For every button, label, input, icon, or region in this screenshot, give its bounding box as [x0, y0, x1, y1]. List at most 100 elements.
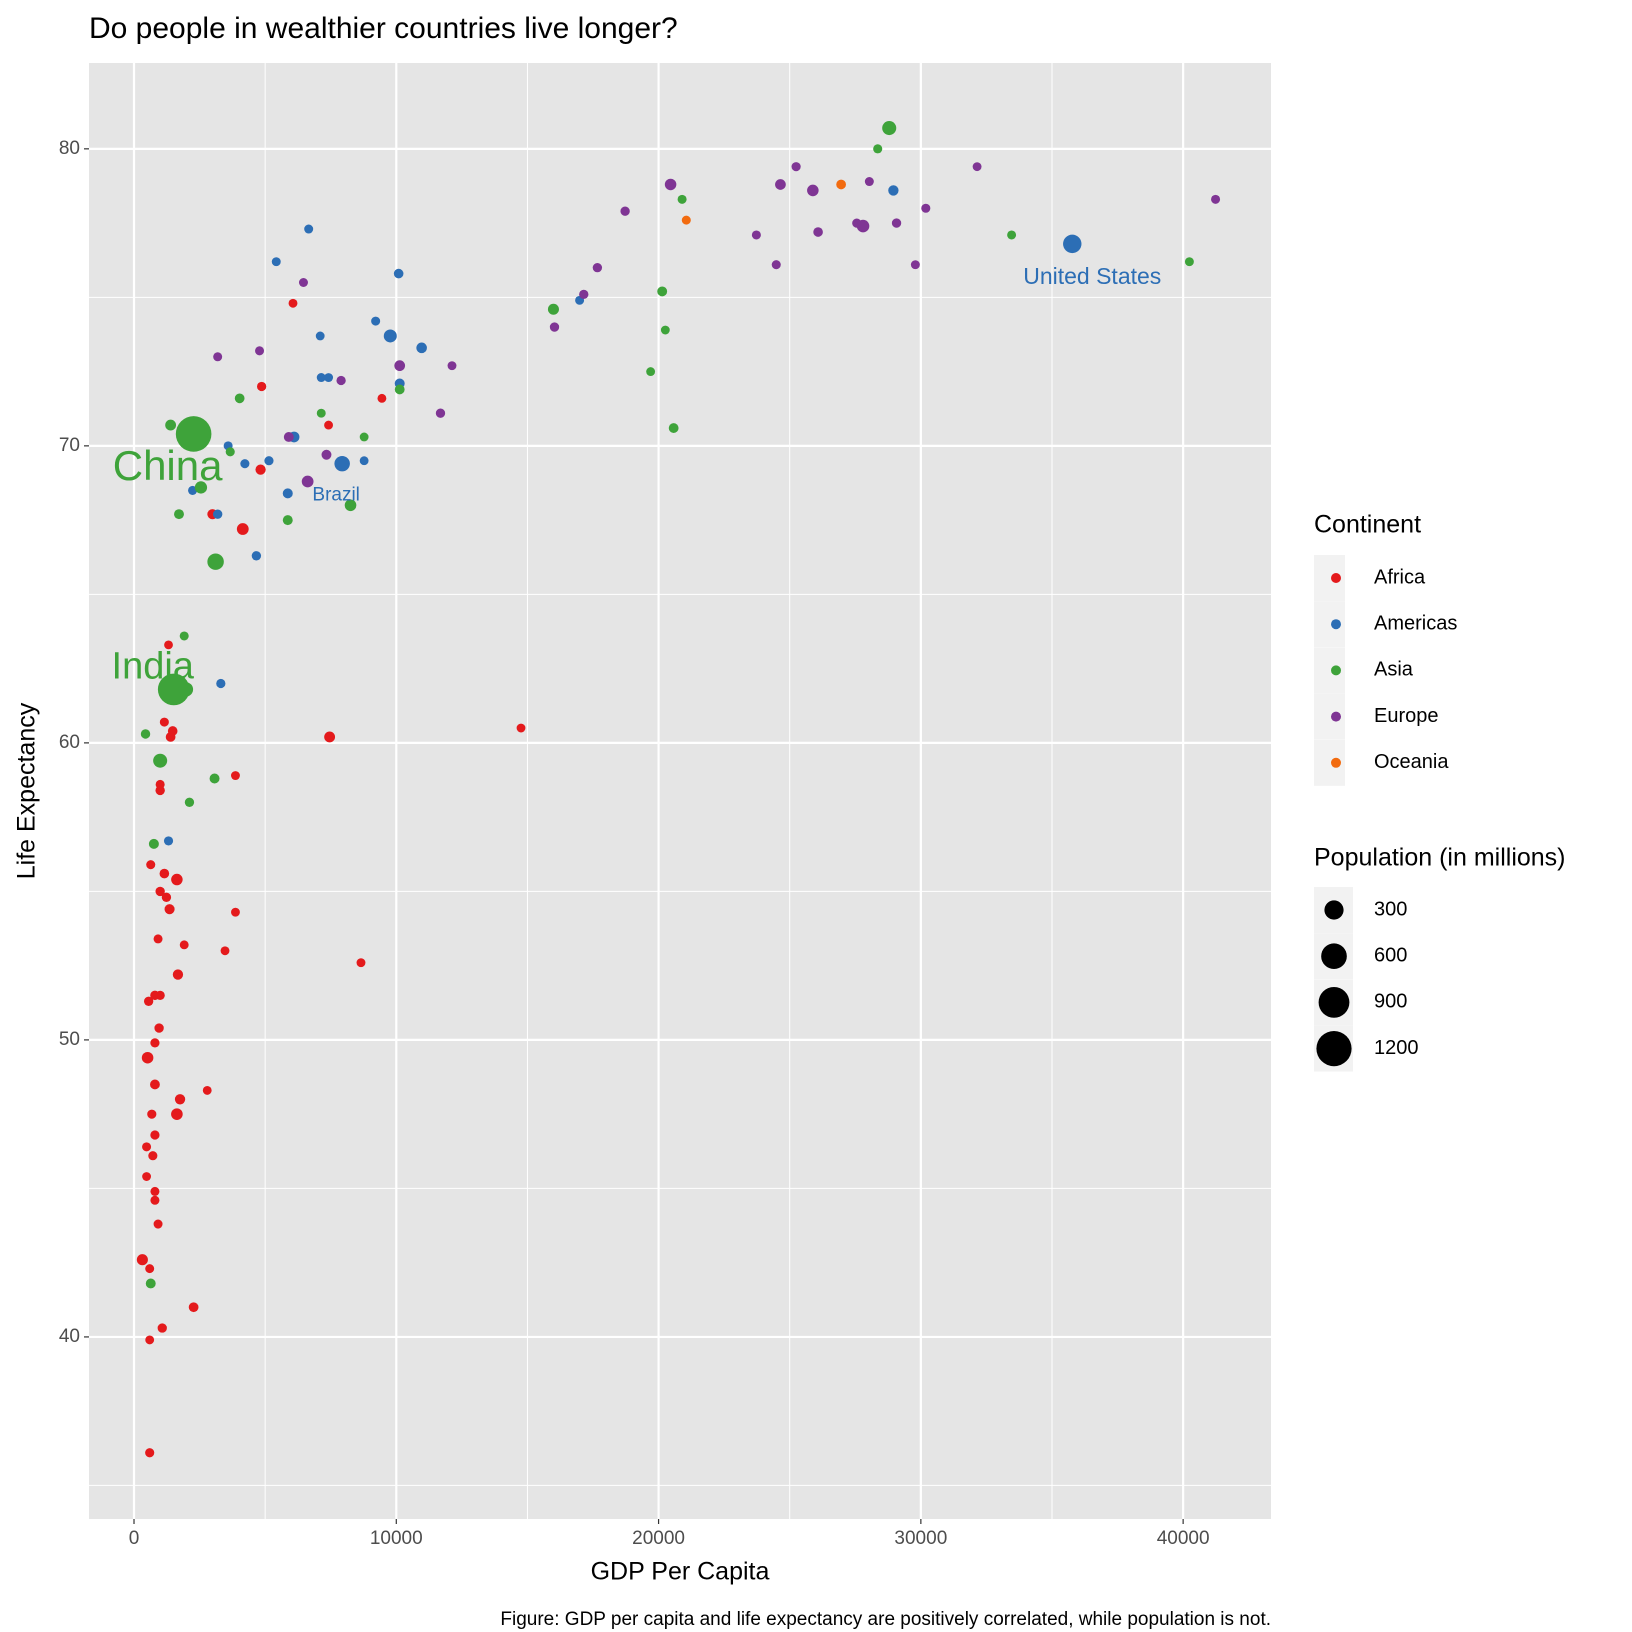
point — [161, 892, 172, 902]
point — [171, 1108, 183, 1120]
point — [579, 289, 589, 300]
x-tick-label: 20000 — [632, 1528, 685, 1549]
point — [209, 773, 220, 784]
legend-label: 300 — [1374, 898, 1407, 920]
chart-title: Do people in wealthier countries live lo… — [89, 12, 678, 45]
point — [255, 464, 266, 475]
point — [178, 682, 194, 697]
point — [157, 1323, 167, 1333]
point — [356, 958, 366, 968]
y-tick-label: 40 — [59, 1326, 80, 1347]
x-axis-title: GDP Per Capita — [591, 1558, 770, 1586]
point — [165, 419, 177, 431]
point — [150, 1038, 160, 1048]
point — [301, 475, 314, 488]
point — [145, 1264, 155, 1274]
point — [359, 456, 369, 466]
point — [171, 873, 183, 886]
point — [174, 509, 184, 520]
point — [165, 732, 176, 742]
point — [771, 260, 781, 270]
point — [225, 447, 235, 457]
point — [154, 1023, 164, 1033]
point — [668, 423, 679, 433]
point — [681, 215, 691, 225]
point — [646, 367, 656, 377]
x-tick-label: 0 — [129, 1528, 140, 1549]
point — [1063, 234, 1082, 254]
point — [882, 121, 897, 136]
plot-panel — [89, 63, 1271, 1519]
legend-label: Europe — [1374, 705, 1439, 727]
point — [150, 1195, 160, 1205]
point — [549, 322, 560, 332]
point — [251, 551, 262, 561]
point — [150, 1186, 160, 1196]
point — [145, 1335, 155, 1345]
point — [383, 329, 397, 343]
point — [240, 459, 250, 469]
point — [393, 268, 404, 279]
point — [324, 731, 336, 743]
legend-label: Oceania — [1374, 751, 1449, 773]
y-tick-label: 50 — [59, 1029, 80, 1050]
point — [153, 934, 163, 944]
point — [677, 194, 687, 204]
point — [304, 224, 314, 234]
point — [416, 342, 427, 354]
point — [231, 771, 240, 781]
y-tick-label: 70 — [59, 435, 80, 456]
point — [146, 860, 156, 870]
annotation: China — [113, 442, 223, 489]
point — [873, 144, 883, 154]
point — [972, 162, 982, 172]
point — [751, 230, 761, 240]
point — [236, 523, 249, 535]
point — [142, 1142, 152, 1152]
point — [155, 785, 165, 796]
point — [813, 227, 823, 237]
point — [1211, 194, 1221, 204]
point — [163, 836, 174, 846]
legend-label: 1200 — [1374, 1037, 1419, 1059]
point — [220, 946, 230, 956]
point — [807, 184, 819, 197]
point — [147, 1109, 157, 1119]
point — [142, 1172, 151, 1181]
point — [921, 203, 931, 213]
point — [298, 277, 308, 288]
point — [336, 375, 346, 386]
size-legend-swatch — [1316, 1031, 1352, 1067]
point — [148, 838, 159, 849]
point — [315, 331, 325, 341]
point — [324, 420, 333, 430]
point — [1184, 257, 1194, 267]
point — [377, 393, 387, 403]
point — [136, 1254, 148, 1266]
x-tick-label: 30000 — [894, 1528, 947, 1549]
legend-label: 900 — [1374, 991, 1407, 1013]
point — [891, 218, 902, 228]
point — [213, 352, 223, 362]
point — [288, 298, 298, 308]
point — [371, 316, 381, 326]
point — [164, 640, 173, 650]
legend-swatch — [1331, 757, 1341, 768]
point — [359, 432, 369, 442]
annotation: United States — [1023, 263, 1161, 289]
point — [271, 257, 281, 267]
point — [153, 753, 168, 768]
point — [660, 325, 670, 335]
legend-label: 600 — [1374, 944, 1407, 966]
point — [282, 488, 293, 499]
point — [324, 373, 334, 383]
point — [316, 408, 326, 418]
point — [172, 969, 184, 980]
point — [888, 185, 899, 196]
point — [264, 456, 274, 466]
point — [516, 723, 526, 733]
point — [234, 393, 245, 404]
legend-swatch — [1331, 711, 1341, 722]
point — [447, 361, 457, 371]
